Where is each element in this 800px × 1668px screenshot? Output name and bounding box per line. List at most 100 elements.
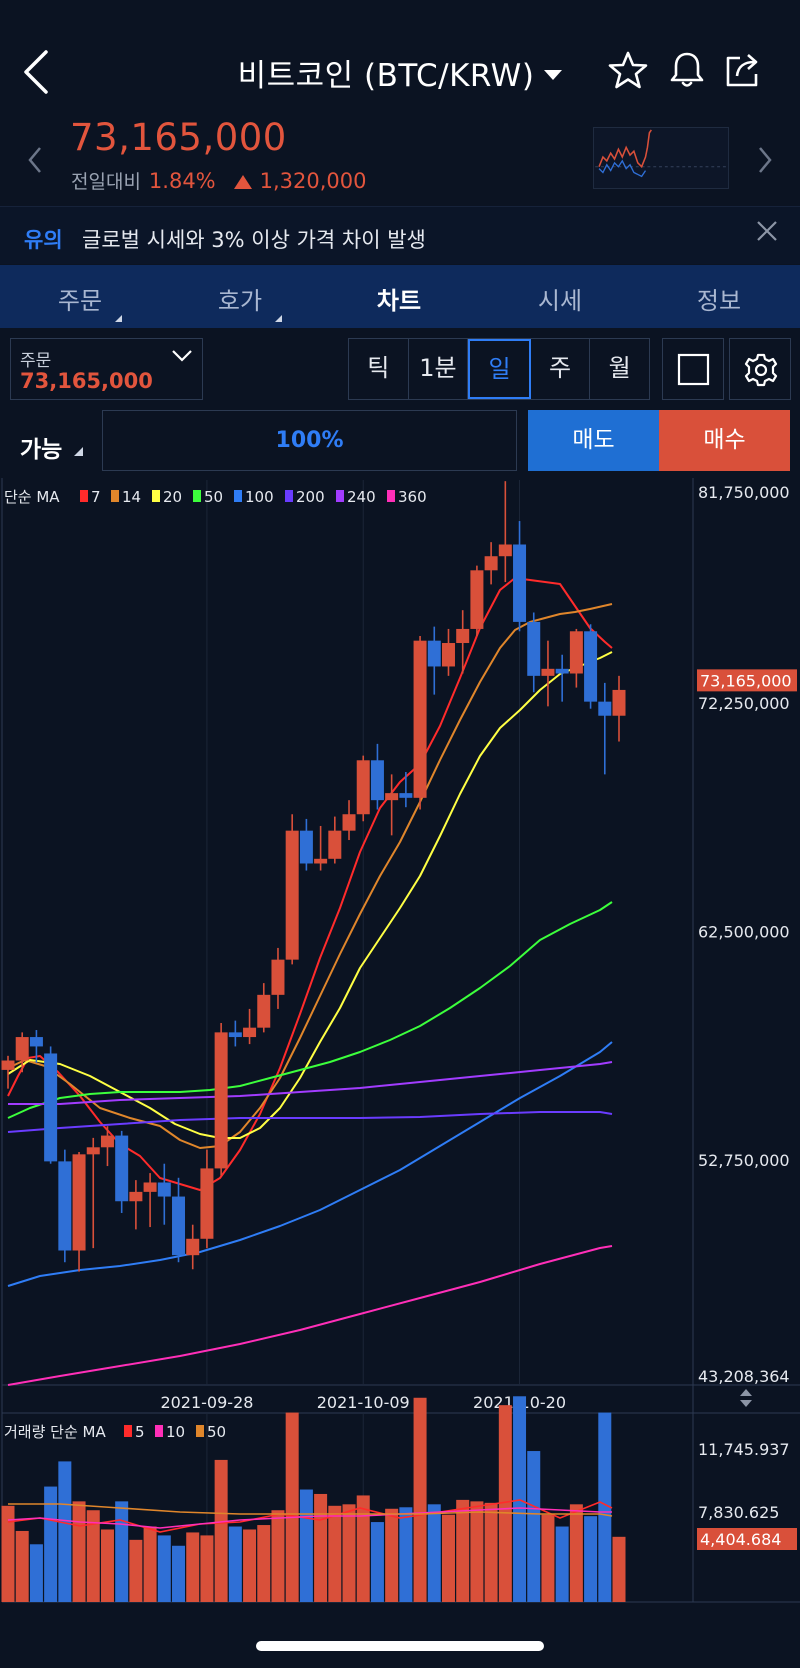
candle-body [370, 760, 384, 801]
volume-ma-50-line [8, 1503, 613, 1517]
volume-bar [44, 1486, 58, 1602]
tab-info[interactable]: 정보 [659, 281, 779, 316]
volume-bar [200, 1535, 214, 1602]
volume-bar [498, 1405, 512, 1602]
notice-tag: 유의 [24, 228, 63, 252]
ma-50-line [7, 901, 613, 1119]
tab-chart-label: 차트 [376, 287, 422, 315]
volume-legend-period: 10 [166, 1423, 185, 1441]
market-title-dropdown[interactable]: 비트코인 (BTC/KRW) [0, 50, 800, 95]
tab-orderbook-label: 호가 [217, 287, 263, 315]
ma-legend-period: 100 [245, 488, 274, 506]
volume-bar [271, 1510, 285, 1602]
candle-body [342, 814, 356, 831]
volume-bar [72, 1501, 86, 1602]
candle-body [228, 1032, 242, 1038]
ma-legend-swatch [234, 490, 242, 502]
order-price: 73,165,000 [20, 369, 153, 393]
volume-legend-swatch [155, 1425, 163, 1437]
candle-body [314, 858, 328, 864]
period-1min[interactable]: 1분 [409, 339, 469, 399]
close-icon[interactable] [756, 220, 778, 242]
volume-bar [385, 1508, 399, 1602]
period-week[interactable]: 주 [531, 339, 591, 399]
change-label: 전일대비 [71, 171, 141, 193]
share-icon[interactable] [723, 50, 763, 90]
candle-body [115, 1135, 129, 1202]
ma-legend-period: 7 [91, 488, 101, 506]
candle-body [186, 1238, 200, 1256]
order-label: 주문 [20, 351, 52, 371]
ma-240-line [8, 1061, 613, 1105]
y-tick-label: 52,750,000 [698, 1151, 790, 1170]
mini-price-chart[interactable] [593, 127, 729, 189]
candle-body [470, 570, 484, 629]
main-tabs: 주문 호가 차트 시세 정보 [0, 265, 800, 328]
ma-legend-period: 360 [398, 488, 427, 506]
resize-down-icon [740, 1400, 752, 1407]
candle-body [271, 959, 285, 995]
volume-bar [513, 1396, 527, 1602]
volume-bar [243, 1529, 257, 1602]
market-title: 비트코인 (BTC/KRW) [237, 58, 535, 94]
period-tick[interactable]: 틱 [349, 339, 409, 399]
tab-chart[interactable]: 차트 [339, 281, 459, 316]
ma-legend-swatch [111, 490, 119, 502]
order-price-dropdown[interactable]: 주문 73,165,000 [10, 338, 203, 400]
period-day[interactable]: 일 [468, 339, 531, 399]
current-volume-tag [697, 1528, 797, 1550]
period-month[interactable]: 월 [608, 354, 631, 382]
current-price-tag-label: 73,165,000 [700, 671, 792, 690]
back-arrow-icon[interactable] [18, 46, 58, 98]
tab-market-price[interactable]: 시세 [500, 281, 620, 316]
candle-body [299, 830, 313, 864]
volume-bar [441, 1514, 455, 1602]
triangle-up-icon [233, 175, 252, 189]
order-percent[interactable]: 100% [102, 410, 517, 471]
candle-body [129, 1191, 143, 1202]
candle-body [441, 643, 455, 667]
volume-bar [569, 1504, 583, 1602]
ma-legend-label: 단순 MA [4, 488, 60, 506]
candle-body [200, 1168, 214, 1239]
candle-body [555, 668, 569, 674]
volume-legend-swatch [196, 1425, 204, 1437]
candle-body [257, 994, 271, 1028]
y-tick-label: 62,500,000 [698, 923, 790, 942]
tab-orderbook[interactable]: 호가 [180, 281, 300, 322]
chevron-right-icon[interactable] [752, 140, 778, 180]
volume-bar [427, 1504, 441, 1602]
chevron-down-icon [172, 350, 192, 362]
fullscreen-button[interactable] [662, 338, 724, 400]
menu-corner-icon [74, 447, 83, 456]
price-notice-banner: 유의 글로벌 시세와 3% 이상 가격 차이 발생 [0, 206, 800, 264]
buy-button[interactable]: 매수 [659, 410, 790, 471]
ma-100-line [7, 1041, 613, 1287]
volume-bar [172, 1545, 186, 1602]
ma-legend-period: 20 [163, 488, 182, 506]
bell-icon[interactable] [667, 50, 707, 90]
sell-button[interactable]: 매도 [528, 410, 659, 471]
change-percent: 1.84% [148, 169, 216, 193]
ma-legend-swatch [285, 490, 293, 502]
volume-tick-label: 7,830.625 [698, 1503, 779, 1522]
star-icon[interactable] [608, 50, 648, 90]
chart-settings-button[interactable] [729, 338, 791, 400]
candle-body [598, 701, 612, 716]
volume-bar [214, 1459, 228, 1602]
chevron-left-icon[interactable] [22, 140, 48, 180]
candle-body [157, 1182, 171, 1197]
candle-body [427, 640, 441, 667]
change-amount: 1,320,000 [259, 169, 367, 193]
tab-order[interactable]: 주문 [20, 281, 140, 322]
available-label[interactable]: 가능 [20, 437, 63, 463]
volume-bar [413, 1397, 427, 1602]
tab-market-price-label: 시세 [537, 287, 583, 315]
ma-legend-swatch [152, 490, 160, 502]
candle-body [356, 760, 370, 815]
volume-bar [370, 1522, 384, 1602]
x-tick-label: 2021-10-09 [317, 1393, 410, 1412]
candle-body [172, 1196, 186, 1256]
